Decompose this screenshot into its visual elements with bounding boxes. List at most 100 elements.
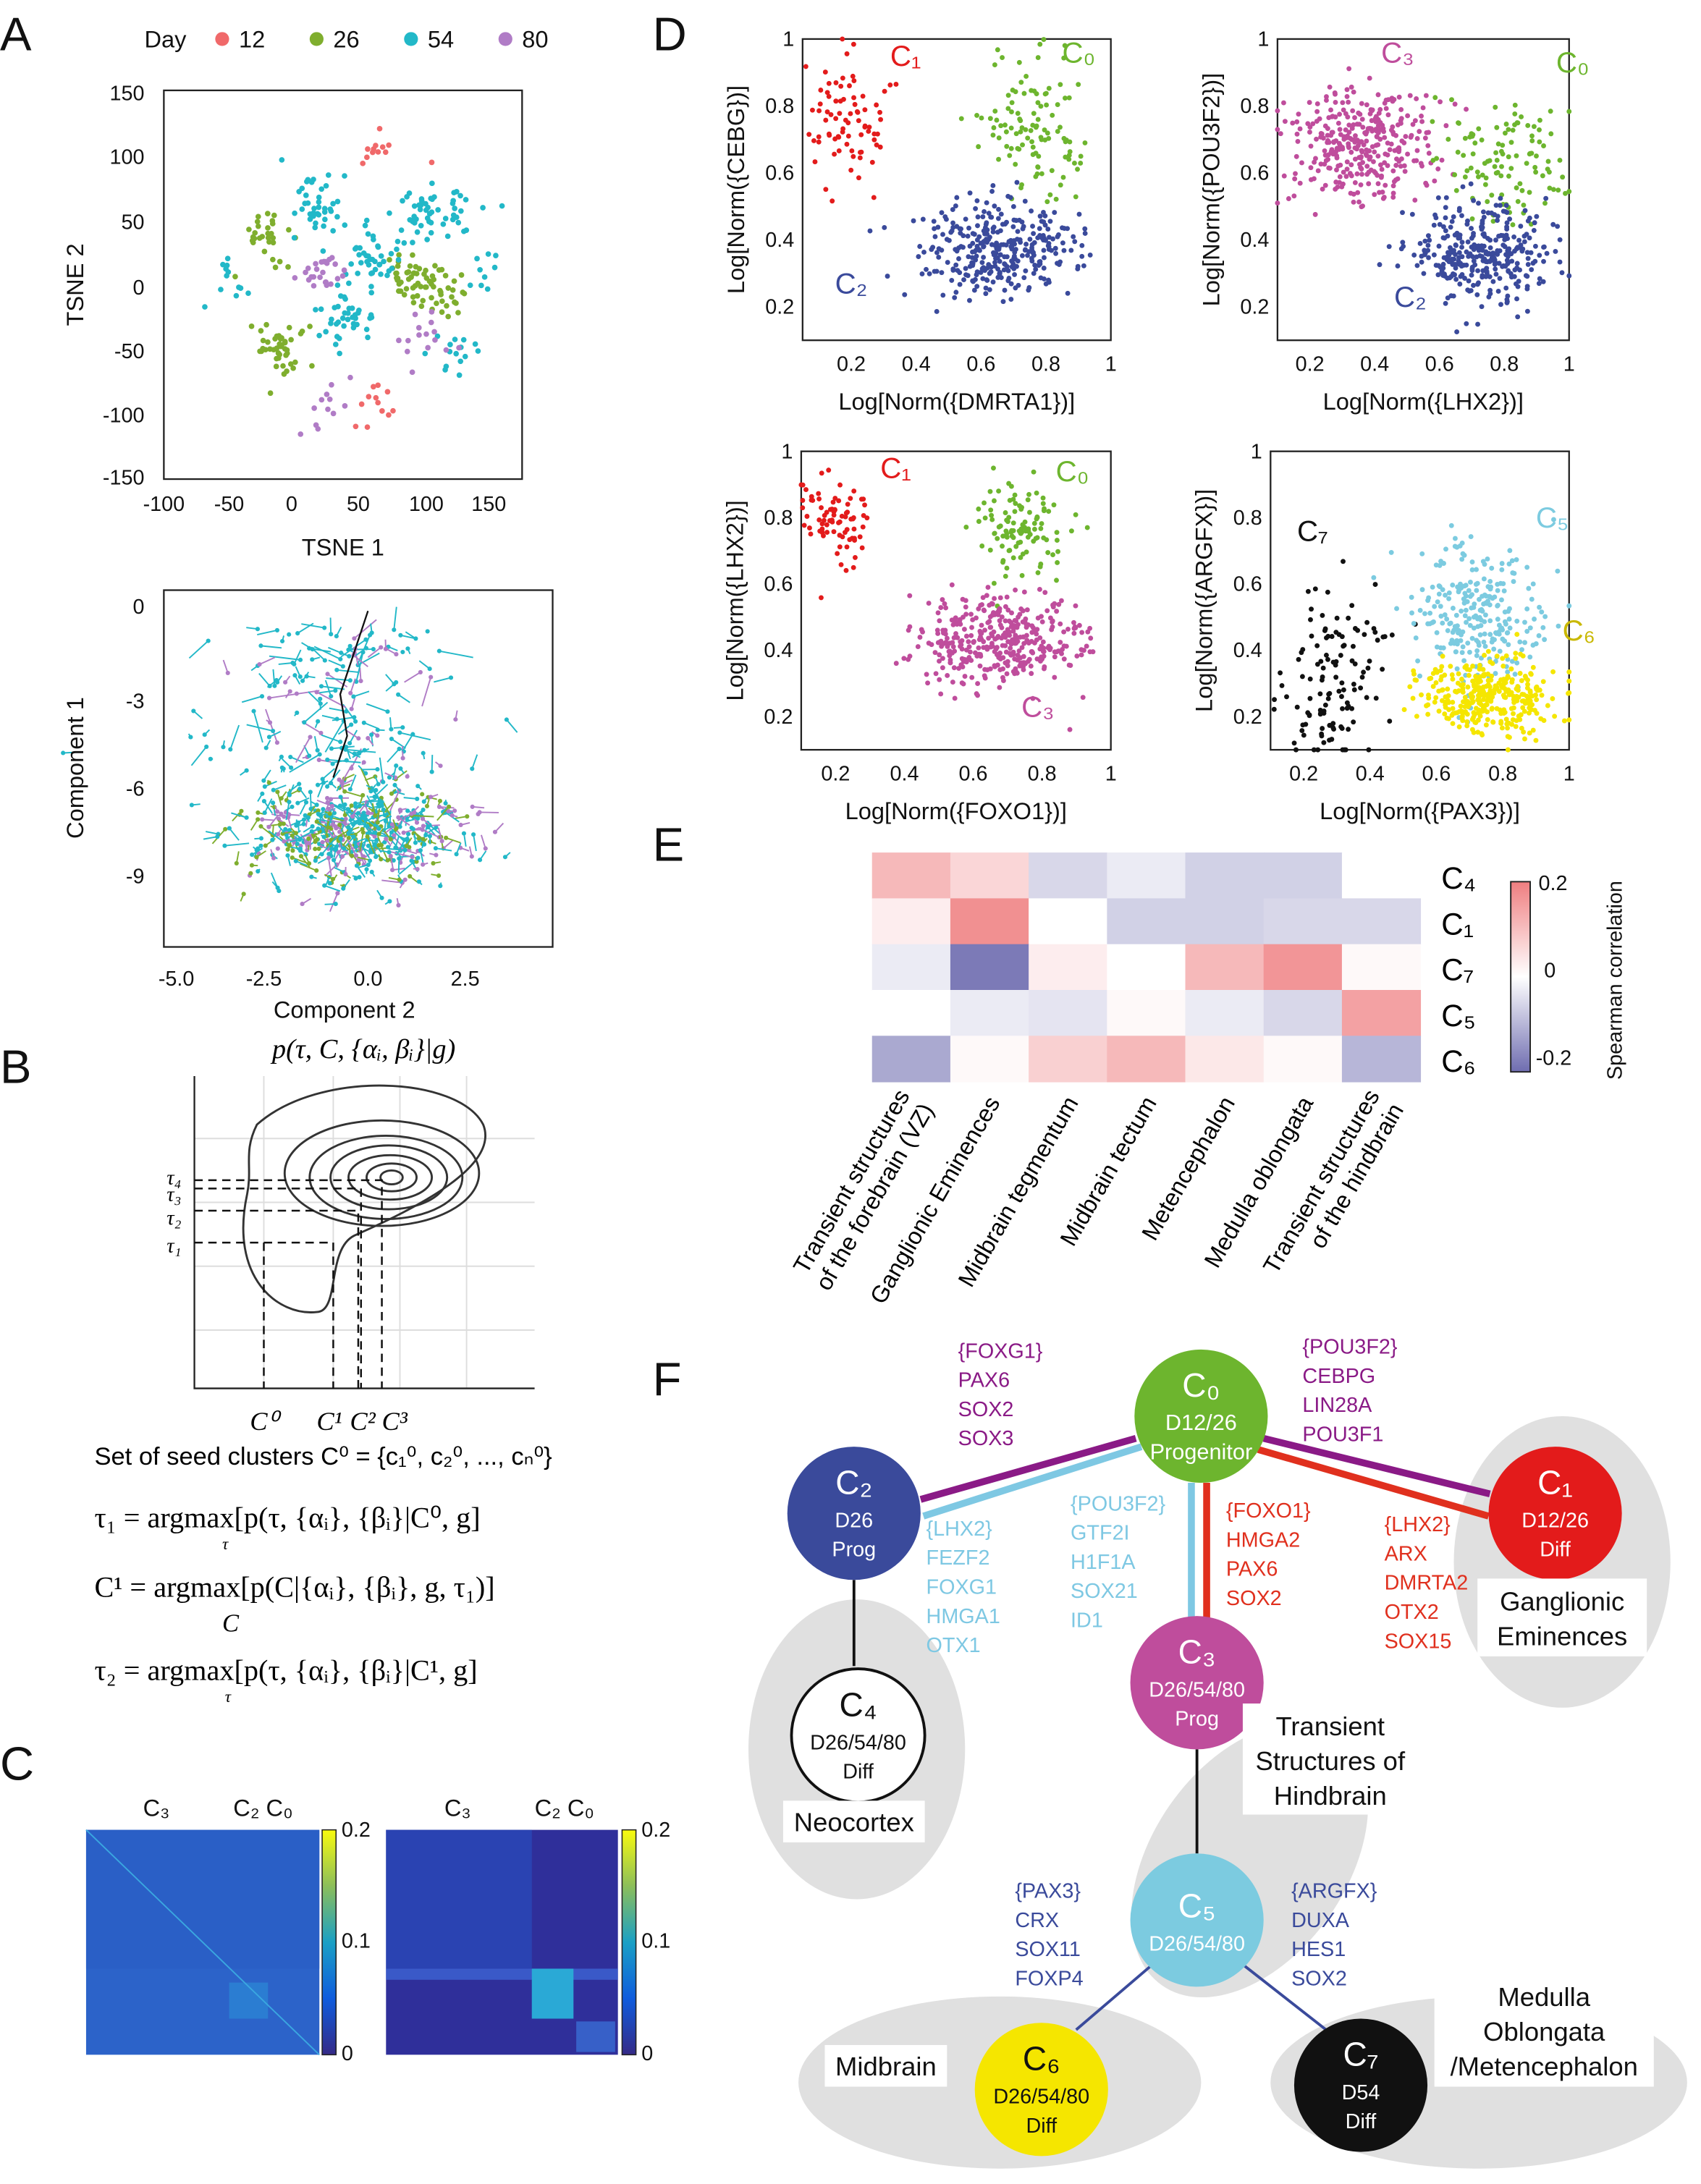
scatter-point-c2	[1543, 195, 1549, 201]
tree-node	[400, 755, 405, 761]
scatter-point-c0	[1003, 122, 1008, 128]
scatter-point-c2	[940, 292, 946, 298]
scatter-point-c5	[1522, 640, 1528, 646]
tree-edge	[321, 685, 345, 690]
scatter-point-c1	[848, 167, 854, 173]
region-label: Medulla	[1498, 1982, 1590, 2012]
scatter-point-c3	[950, 644, 956, 650]
scatter-point-c1	[855, 109, 861, 115]
tree-node	[357, 750, 362, 756]
tree-node	[317, 752, 322, 757]
scatter-point-c0	[1050, 552, 1055, 557]
tsne-point	[248, 323, 255, 329]
scatter-point-c1	[833, 116, 839, 122]
tree-node	[335, 891, 340, 896]
tree-xtick: -5.0	[159, 968, 195, 991]
region-box	[824, 2044, 947, 2087]
tsne-point	[323, 329, 329, 335]
scatter-xlabel: Log[Norm({DMRTA1})]	[838, 388, 1075, 415]
scatter-point-c3	[1364, 102, 1369, 108]
tree-node	[402, 877, 408, 882]
node-label: C₁	[1537, 1463, 1573, 1501]
scatter-point-c2	[929, 247, 934, 253]
scatter-point-c3	[1432, 178, 1438, 184]
scatter-point-c0	[1515, 198, 1521, 204]
scatter-point-c5	[1501, 588, 1507, 594]
scatter-point-c2	[1498, 195, 1503, 201]
tree-edge	[265, 708, 278, 743]
scatter-point-c6	[1524, 685, 1530, 691]
scatter-point-c1	[866, 124, 872, 130]
tree-node	[334, 667, 339, 672]
scatter-point-c6	[1498, 720, 1504, 726]
heatmap-cell	[1341, 990, 1422, 1037]
scatter-point-c5	[1458, 638, 1464, 643]
tsne-point	[303, 269, 308, 276]
scatter-point-c0	[1545, 166, 1550, 172]
scatter-point-c0	[987, 116, 993, 122]
scatter-point-c0	[1462, 135, 1468, 141]
scatter-point-c0	[1464, 168, 1470, 174]
scatter-point-c0	[1073, 194, 1079, 200]
tsne-point	[329, 381, 334, 388]
scatter-point-c6	[1459, 715, 1465, 721]
scatter-point-c2	[1431, 222, 1437, 228]
scatter-xtick: 0.8	[1490, 352, 1519, 376]
scatter-point-c6	[1494, 653, 1500, 659]
scatter-point-c0	[988, 507, 994, 513]
scatter-point-c3	[1040, 639, 1046, 645]
scatter-point-c2	[997, 228, 1003, 234]
tree-node	[363, 771, 368, 776]
tree-node	[347, 678, 353, 683]
scatter-point-c3	[1084, 643, 1089, 649]
tree-node	[272, 683, 277, 688]
tree-edge	[347, 839, 357, 856]
scatter-point-c5	[1481, 639, 1487, 645]
tree-node	[361, 720, 366, 725]
tree-node	[379, 645, 384, 650]
tsne-point	[223, 266, 229, 272]
legend-label: 26	[333, 25, 359, 52]
scatter-point-c0	[1010, 555, 1016, 561]
tree-node	[295, 841, 300, 847]
tsne-point	[257, 348, 263, 355]
tree-node	[308, 735, 313, 740]
scatter-point-c6	[1465, 684, 1471, 690]
scatter-point-c3	[1383, 151, 1388, 157]
tsne-point	[456, 344, 462, 351]
tsne-point	[356, 252, 362, 258]
heatmap-cell	[1107, 1036, 1186, 1083]
tree-node	[325, 757, 330, 762]
tree-axes	[163, 589, 554, 948]
tree-node	[436, 648, 442, 653]
tree-node	[256, 817, 261, 822]
tree-node	[418, 847, 423, 853]
scatter-point-c2	[1449, 219, 1455, 224]
scatter-point-c1	[848, 111, 853, 117]
tree-node	[191, 708, 196, 714]
scatter-point-c6	[1540, 679, 1546, 685]
scatter-point-c3	[1344, 87, 1350, 93]
scatter-point-c0	[1467, 134, 1473, 140]
scatter-point-c0	[1512, 111, 1518, 117]
scatter-point-c3	[1352, 156, 1358, 162]
scatter-point-c6	[1426, 693, 1431, 698]
tsne-point	[452, 299, 457, 305]
tree-edge	[229, 827, 240, 841]
scatter-point-c0	[1060, 174, 1066, 180]
scatter-point-c1	[819, 470, 824, 476]
scatter-point-c6	[1448, 664, 1453, 669]
scatter-point-c0	[1073, 512, 1079, 517]
scatter-point-c3	[1080, 695, 1086, 701]
scatter-point-c3	[1073, 603, 1079, 609]
scatter-point-c6	[1494, 706, 1500, 711]
scatter-point-c3	[925, 680, 931, 686]
scatter-point-c0	[1018, 129, 1023, 135]
scatter-point-c2	[1492, 212, 1498, 218]
tsne-point	[403, 286, 410, 292]
scatter-point-c3	[1009, 610, 1015, 616]
heatmap-row-label: C₄	[1441, 861, 1476, 895]
scatter-point-c2	[1479, 253, 1485, 259]
